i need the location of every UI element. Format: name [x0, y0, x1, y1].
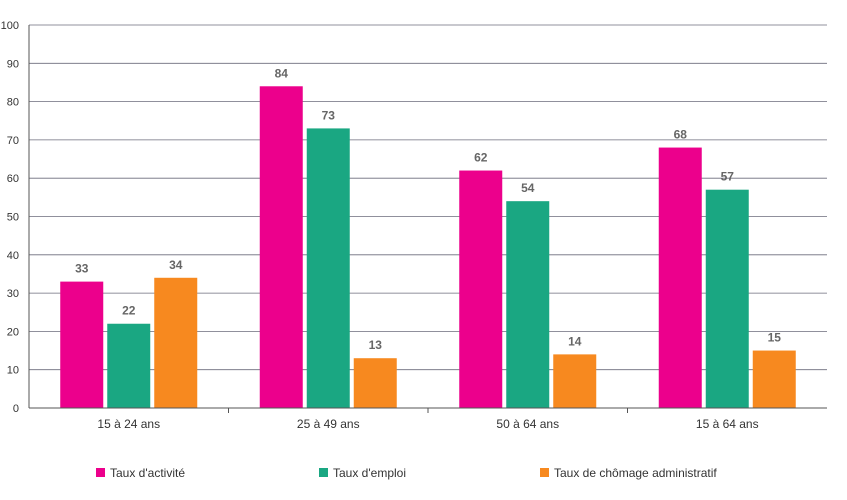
legend: Taux d'activité Taux d'emploi Taux de chôm…	[96, 466, 717, 480]
x-tick-label: 15 à 24 ans	[97, 417, 160, 431]
y-tick-label: 30	[7, 288, 19, 300]
data-label: 57	[721, 170, 735, 184]
data-label: 34	[169, 258, 183, 272]
legend-label: Taux d'activité	[110, 466, 185, 480]
bar	[353, 358, 397, 408]
x-tick-label: 25 à 49 ans	[297, 417, 360, 431]
x-axis: 15 à 24 ans 25 à 49 ans 50 à 64 ans 15 à 64…	[29, 407, 827, 431]
legend-swatch	[96, 468, 105, 477]
bar	[60, 281, 104, 408]
bar	[752, 350, 796, 408]
data-label: 73	[322, 108, 336, 122]
y-tick-label: 50	[7, 212, 19, 224]
y-axis: 0 10 20 30 40 50 60 70 80 90 100	[1, 20, 30, 415]
legend-label: Taux de chômage administratif	[554, 466, 717, 480]
legend-swatch	[540, 468, 549, 477]
y-tick-label: 100	[1, 20, 19, 32]
y-tick-label: 10	[7, 365, 19, 377]
bar	[506, 201, 550, 408]
y-tick-label: 70	[7, 135, 19, 147]
y-tick-label: 80	[7, 97, 19, 109]
bars: 33 22 34 84 73 13 62 54 14 68 57 15	[60, 66, 796, 408]
bar	[306, 128, 350, 408]
data-label: 68	[674, 128, 688, 142]
y-tick-label: 40	[7, 250, 19, 262]
data-label: 84	[275, 66, 289, 80]
bar	[154, 277, 198, 408]
y-tick-label: 90	[7, 58, 19, 70]
data-label: 22	[122, 304, 136, 318]
bar	[705, 189, 749, 408]
data-label: 13	[369, 338, 383, 352]
bar	[259, 86, 303, 408]
bar	[459, 170, 503, 408]
y-tick-label: 0	[13, 403, 19, 415]
legend-swatch	[319, 468, 328, 477]
x-tick-label: 50 à 64 ans	[496, 417, 559, 431]
y-tick-label: 20	[7, 326, 19, 338]
x-tick-label: 15 à 64 ans	[696, 417, 759, 431]
data-label: 54	[521, 181, 535, 195]
bar	[553, 354, 597, 408]
data-label: 15	[768, 331, 782, 345]
data-label: 33	[75, 262, 89, 276]
bar	[658, 147, 702, 408]
data-label: 62	[474, 151, 488, 165]
legend-label: Taux d'emploi	[333, 466, 406, 480]
bar	[107, 323, 151, 408]
y-tick-label: 60	[7, 173, 19, 185]
data-label: 14	[568, 334, 582, 348]
